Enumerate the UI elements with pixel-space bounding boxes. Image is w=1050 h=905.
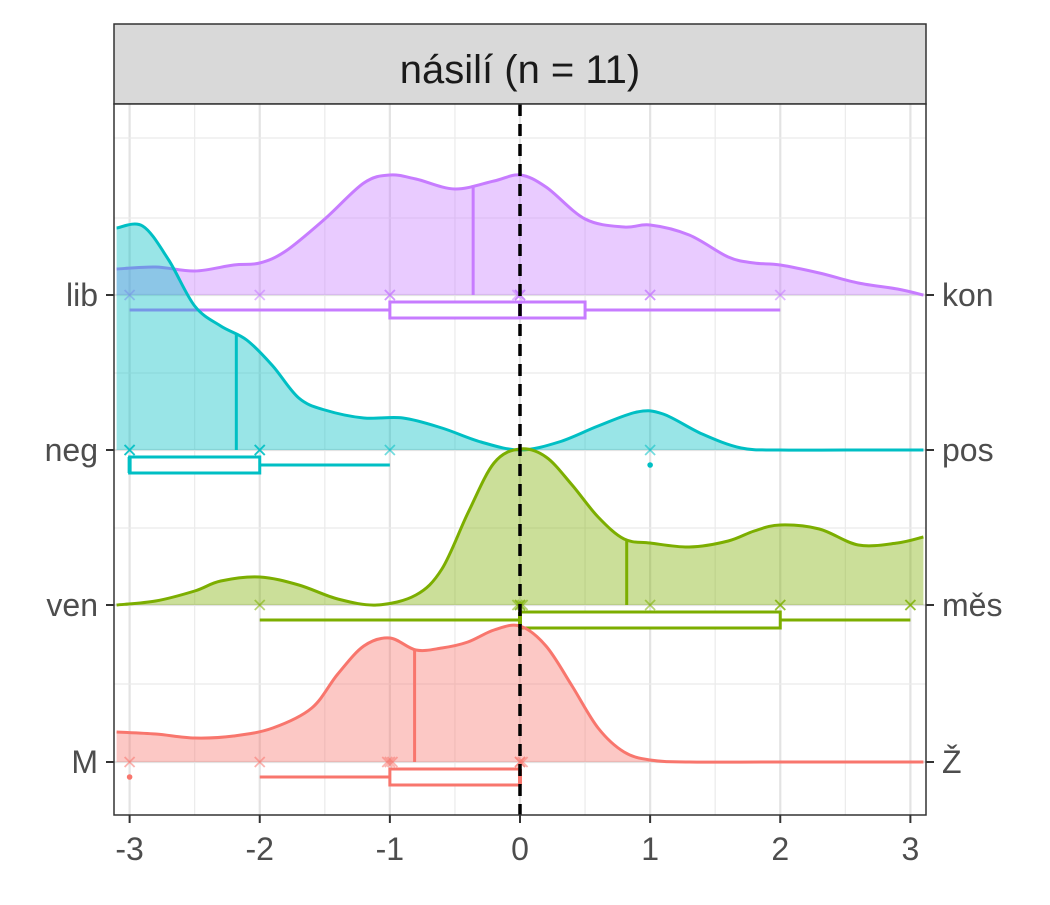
data-point [644, 289, 656, 301]
y-label-right: pos [942, 432, 994, 468]
data-point [384, 289, 396, 301]
y-label-right: kon [942, 277, 994, 313]
data-point [774, 289, 786, 301]
data-point [254, 444, 266, 456]
data-point [123, 444, 136, 456]
y-label-left: lib [66, 277, 98, 313]
outlier-point [126, 774, 133, 780]
x-tick-label: 0 [511, 831, 529, 867]
density-curve [116, 623, 924, 764]
data-point [254, 756, 266, 768]
y-label-left: neg [45, 432, 98, 468]
data-point [644, 599, 656, 611]
x-tick-label: -1 [376, 831, 404, 867]
data-point [514, 756, 526, 768]
data-point [123, 289, 136, 301]
density-curve [116, 222, 924, 452]
box-iqr [128, 455, 262, 475]
data-point [384, 444, 396, 456]
box-iqr [518, 610, 782, 630]
data-point [774, 599, 786, 611]
strip-background [113, 23, 927, 105]
density-curve [116, 447, 924, 607]
x-tick-label: -3 [115, 831, 143, 867]
x-tick-label: 3 [901, 831, 919, 867]
data-point [254, 289, 266, 301]
data-point [123, 756, 136, 768]
chart-title: násilí (n = 11) [400, 48, 641, 92]
series-neg-pos [116, 222, 924, 475]
data-point [904, 599, 917, 611]
y-label-right: měs [942, 587, 1002, 623]
outlier-point [647, 462, 653, 468]
x-tick-label: 2 [771, 831, 789, 867]
data-point [386, 756, 399, 768]
density-area [116, 224, 924, 451]
box-iqr [388, 767, 522, 787]
data-point [644, 444, 656, 456]
y-label-right: Ž [942, 744, 962, 780]
data-point [254, 599, 266, 611]
x-tick-label: 1 [641, 831, 659, 867]
data-point [381, 756, 393, 768]
y-label-left: ven [46, 587, 98, 623]
data-point [384, 756, 396, 768]
y-label-left: M [71, 744, 98, 780]
box-iqr [388, 300, 587, 320]
x-tick-label: -2 [246, 831, 274, 867]
